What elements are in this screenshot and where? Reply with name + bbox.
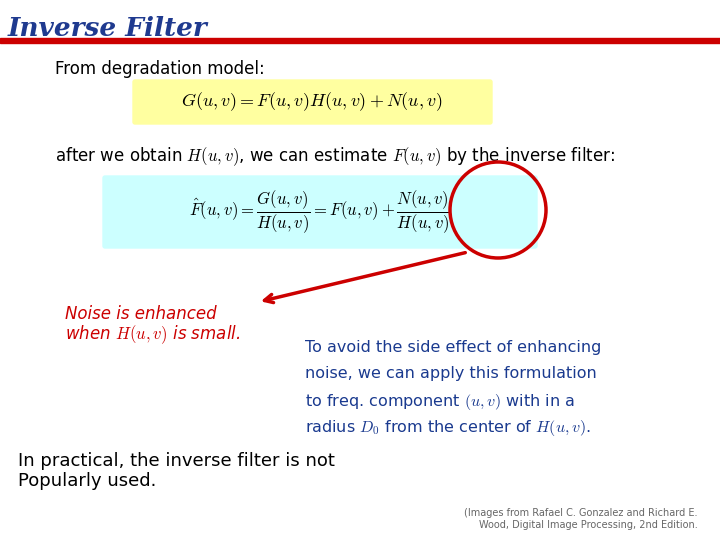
Text: when $H(u,v)$ is small.: when $H(u,v)$ is small. (65, 323, 240, 346)
Text: To avoid the side effect of enhancing: To avoid the side effect of enhancing (305, 340, 601, 355)
FancyBboxPatch shape (103, 176, 537, 248)
Text: $\hat{F}(u,v) = \dfrac{G(u,v)}{H(u,v)} = F(u,v) + \dfrac{N(u,v)}{H(u,v)}$: $\hat{F}(u,v) = \dfrac{G(u,v)}{H(u,v)} =… (189, 188, 451, 235)
Text: noise, we can apply this formulation: noise, we can apply this formulation (305, 366, 597, 381)
Bar (0, 38, 720, 43)
Text: Wood, Digital Image Processing, 2nd Edition.: Wood, Digital Image Processing, 2nd Edit… (480, 520, 698, 530)
Text: (Images from Rafael C. Gonzalez and Richard E.: (Images from Rafael C. Gonzalez and Rich… (464, 508, 698, 518)
Text: $G(u,v) = F(u,v)H(u,v) + N(u,v)$: $G(u,v) = F(u,v)H(u,v) + N(u,v)$ (181, 91, 443, 113)
Text: From degradation model:: From degradation model: (55, 60, 265, 78)
FancyBboxPatch shape (133, 80, 492, 124)
Text: after we obtain $H(u,v)$, we can estimate $F(u,v)$ by the inverse filter:: after we obtain $H(u,v)$, we can estimat… (55, 145, 615, 168)
Text: Noise is enhanced: Noise is enhanced (65, 305, 217, 323)
Text: radius $D_0$ from the center of $H(u,v)$.: radius $D_0$ from the center of $H(u,v)$… (305, 418, 590, 438)
Text: Popularly used.: Popularly used. (18, 472, 156, 490)
Text: Inverse Filter: Inverse Filter (8, 16, 208, 40)
Text: In practical, the inverse filter is not: In practical, the inverse filter is not (18, 452, 335, 470)
Text: to freq. component $(u,v)$ with in a: to freq. component $(u,v)$ with in a (305, 392, 575, 412)
